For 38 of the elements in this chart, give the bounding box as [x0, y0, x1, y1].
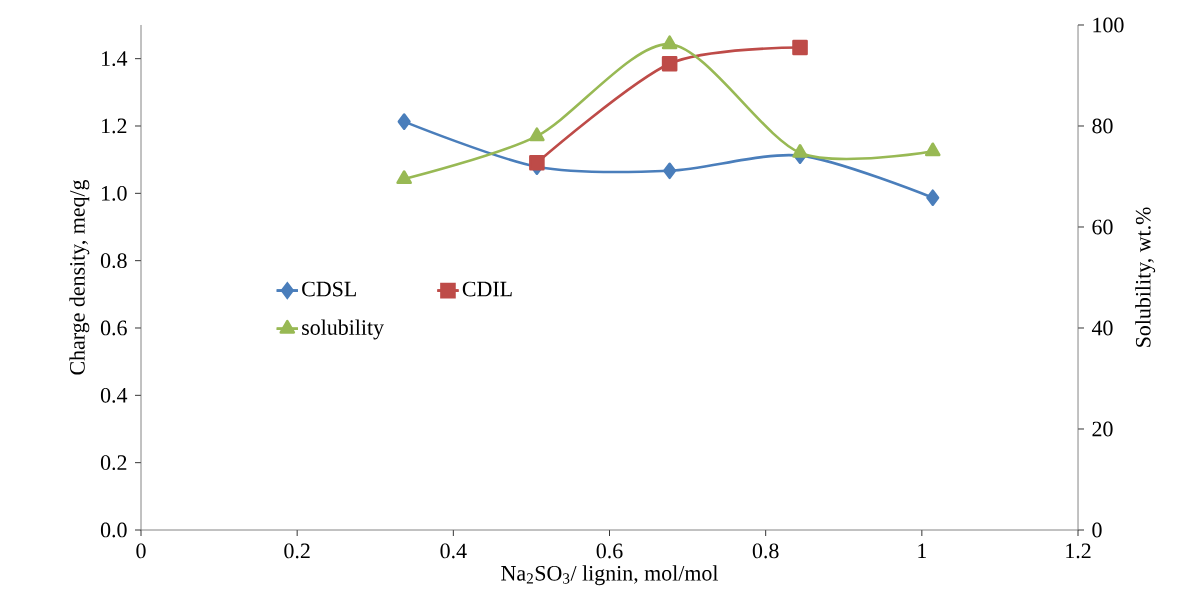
point — [926, 189, 940, 207]
x-tick-label: 1.2 — [1066, 543, 1091, 559]
legend-label: CDIL — [462, 281, 512, 297]
x-axis-title: Na$_{2}$SO$_{3}$/ lignin, mol/mol — [501, 565, 719, 586]
y-tick-label: 0.6 — [100, 320, 127, 336]
x-tick-label: 0.6 — [596, 543, 623, 559]
y2-tick-label: 0 — [1092, 522, 1102, 538]
y-axis-title: Charge density, meq/g — [69, 179, 90, 375]
point — [396, 170, 412, 185]
legend-label: solubility — [302, 319, 384, 340]
y-tick-label: 0.0 — [100, 522, 127, 538]
y-tick-label: 1.2 — [102, 118, 127, 134]
x-tick-label: 0.4 — [440, 543, 467, 559]
point — [529, 127, 545, 142]
point — [792, 39, 808, 56]
x-tick-label: 0.2 — [284, 543, 310, 559]
legend-label: CDSL — [302, 281, 356, 297]
point — [663, 162, 677, 180]
y-tick-label: 0.4 — [100, 387, 128, 403]
y2-tick-label: 40 — [1091, 320, 1113, 336]
y-tick-label: 0.2 — [100, 455, 127, 471]
x-tick-label: 0.8 — [752, 543, 779, 559]
y-tick-label: 1.0 — [102, 185, 127, 201]
point — [661, 55, 678, 72]
y2-axis-title: Solubility, wt.% — [1135, 207, 1156, 347]
y2-tick-label: 100 — [1093, 17, 1124, 33]
y2-tick-label: 60 — [1092, 219, 1113, 235]
y-tick-label: 0.8 — [100, 253, 127, 269]
y2-tick-label: 80 — [1092, 118, 1113, 134]
x-tick-label: 0 — [136, 543, 146, 559]
y2-tick-label: 20 — [1092, 421, 1113, 437]
point — [661, 35, 678, 50]
point — [924, 142, 941, 157]
y-tick-label: 1.4 — [102, 51, 128, 67]
point — [397, 113, 411, 130]
point — [792, 143, 808, 158]
x-tick-label: 1 — [918, 543, 926, 558]
point — [529, 154, 545, 171]
